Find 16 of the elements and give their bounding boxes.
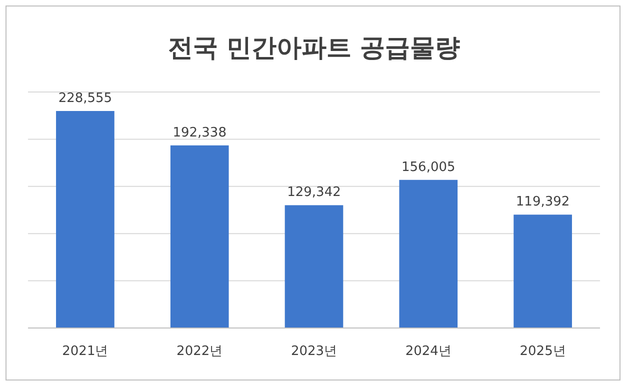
data-label: 129,342 bbox=[287, 185, 341, 200]
bar bbox=[514, 214, 572, 328]
bar bbox=[284, 205, 344, 328]
x-tick-label: 2024년 bbox=[405, 344, 452, 359]
data-label: 192,338 bbox=[172, 125, 226, 140]
bar bbox=[56, 111, 114, 328]
x-tick-label: 2022년 bbox=[176, 344, 223, 359]
x-tick-label: 2025년 bbox=[520, 344, 566, 359]
chart-title: 전국 민간아파트 공급물량 bbox=[168, 33, 460, 62]
data-label: 156,005 bbox=[402, 160, 456, 175]
bar bbox=[399, 180, 458, 328]
data-label: 228,555 bbox=[58, 91, 112, 106]
x-tick-label: 2023년 bbox=[290, 344, 338, 359]
x-tick-label: 2021년 bbox=[62, 344, 108, 359]
bar bbox=[170, 145, 229, 328]
data-label: 119,392 bbox=[516, 194, 570, 210]
